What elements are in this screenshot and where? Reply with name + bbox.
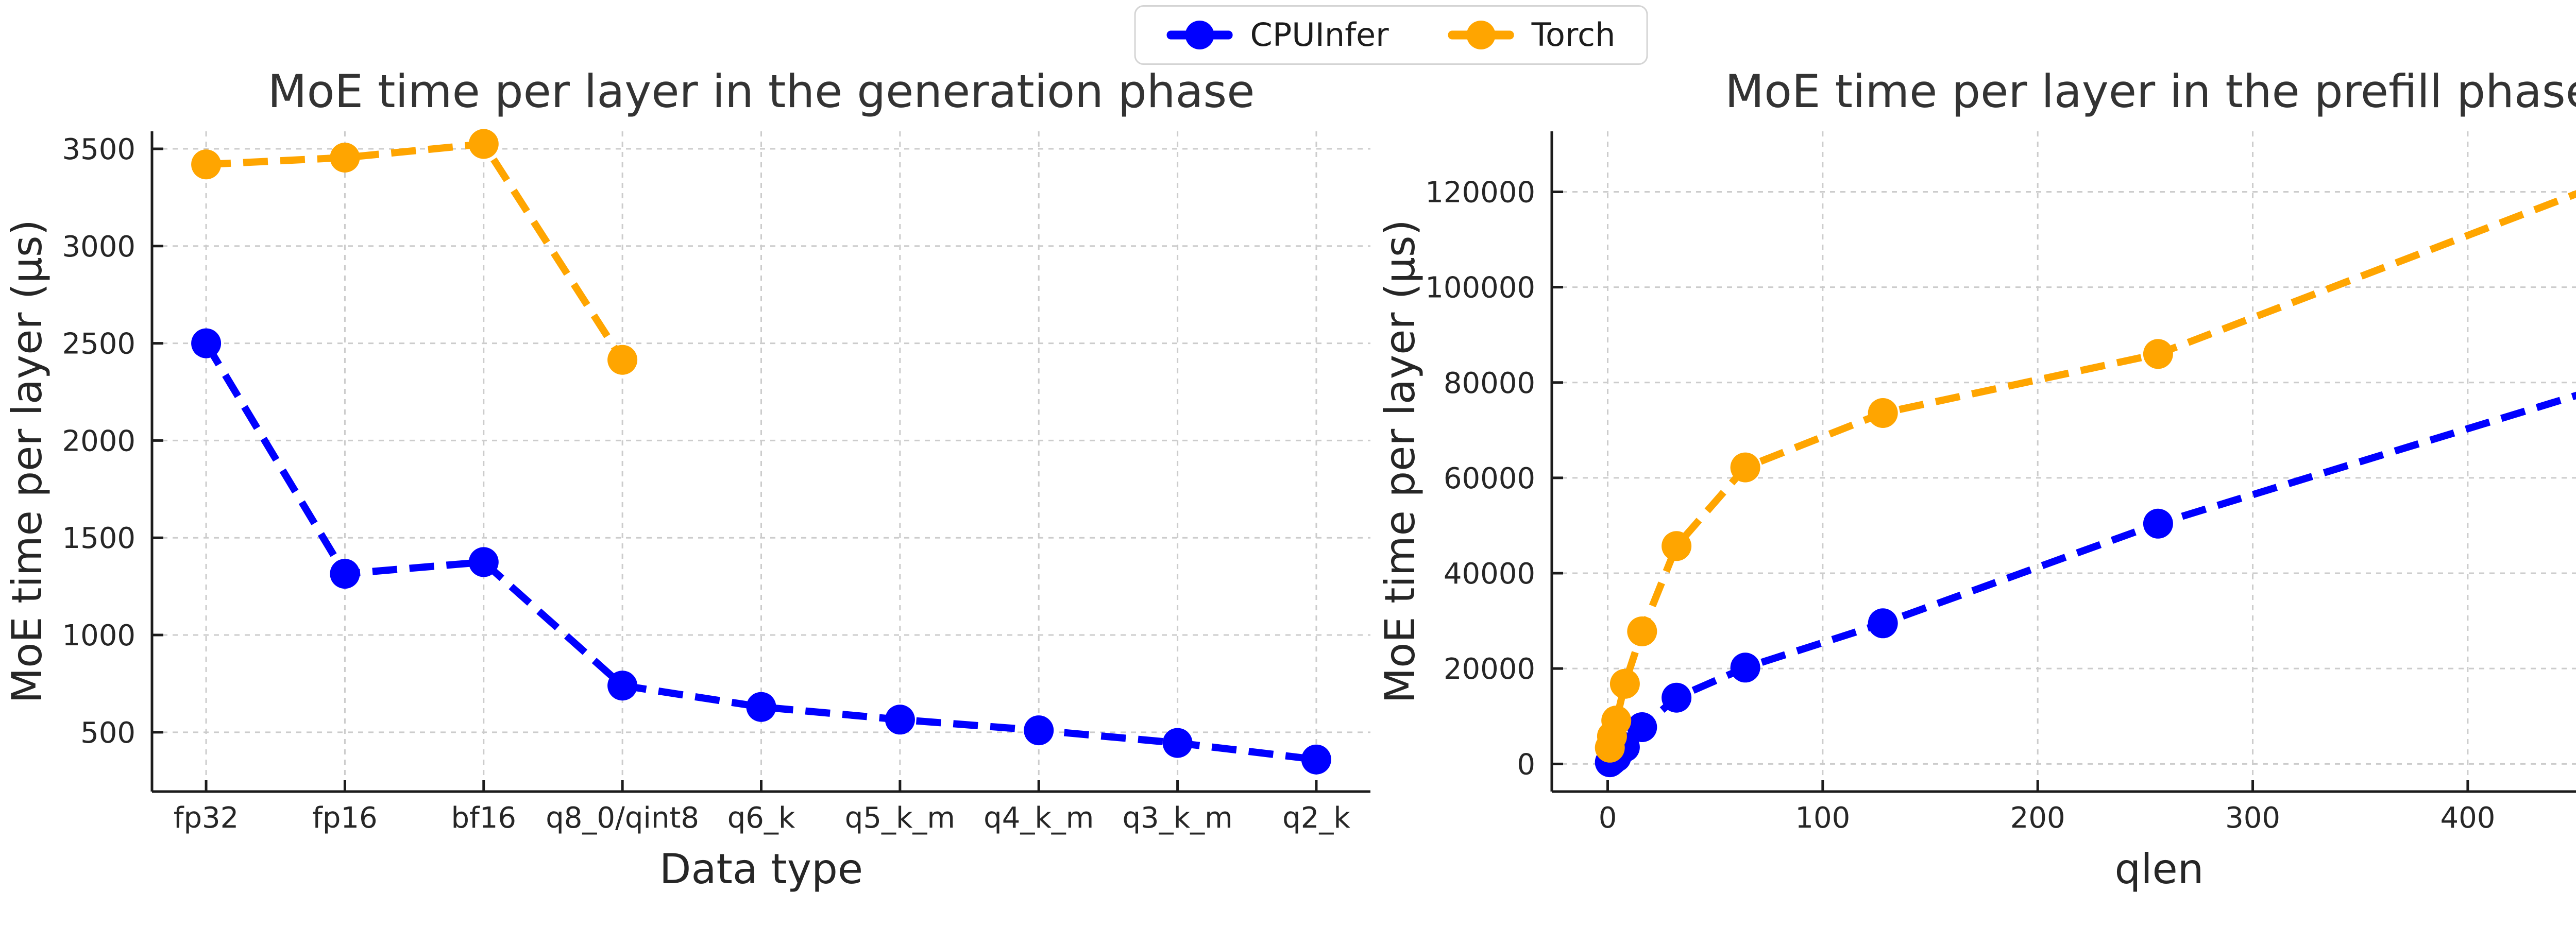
plot-title: MoE time per layer in the generation pha…	[268, 65, 1255, 118]
data-point-torch	[191, 149, 222, 180]
y-tick-label: 80000	[1444, 367, 1535, 400]
data-point-cpuinfer	[746, 692, 776, 722]
data-point-cpuinfer	[2143, 508, 2173, 539]
x-tick-label: 300	[2225, 801, 2280, 835]
series-line-torch	[206, 140, 625, 362]
legend-item-torch: Torch	[1448, 16, 1616, 54]
data-point-torch	[1627, 616, 1657, 646]
x-tick-label: q6_k	[727, 801, 795, 835]
x-tick-label: bf16	[451, 801, 517, 835]
x-tick-label: q8_0/qint8	[546, 801, 699, 835]
legend-label-cpuinfer: CPUInfer	[1250, 16, 1389, 54]
legend-marker-cpuinfer-icon	[1166, 21, 1233, 49]
y-tick-label: 0	[1517, 748, 1535, 781]
x-tick-label: 400	[2440, 801, 2495, 835]
data-point-torch	[1601, 706, 1632, 736]
x-tick-label: 100	[1795, 801, 1850, 835]
legend-marker-torch-icon	[1448, 21, 1514, 49]
y-tick-label: 500	[80, 716, 135, 750]
data-point-cpuinfer	[330, 559, 360, 589]
x-tick-label: q4_k_m	[984, 801, 1094, 835]
data-point-cpuinfer	[1868, 608, 1898, 639]
data-point-cpuinfer	[607, 671, 638, 701]
x-tick-label: 200	[2010, 801, 2065, 835]
y-tick-label: 60000	[1444, 462, 1535, 495]
data-point-torch	[468, 129, 499, 159]
legend: CPUInfer Torch	[1134, 5, 1648, 65]
data-point-cpuinfer	[1301, 744, 1331, 775]
y-tick-label: 100000	[1425, 271, 1535, 305]
y-tick-label: 120000	[1425, 176, 1535, 210]
data-point-torch	[1609, 668, 1640, 699]
data-point-torch	[330, 143, 360, 173]
data-point-cpuinfer	[1662, 682, 1692, 713]
legend-label-torch: Torch	[1531, 16, 1616, 54]
y-tick-label: 3000	[62, 230, 135, 264]
data-point-cpuinfer	[1024, 715, 1054, 746]
data-point-cpuinfer	[885, 705, 915, 735]
y-tick-label: 1500	[62, 522, 135, 555]
y-tick-label: 2500	[62, 328, 135, 361]
y-axis-label: MoE time per layer (µs)	[3, 219, 51, 703]
x-axis-label: qlen	[2115, 845, 2204, 893]
x-tick-label: 0	[1599, 801, 1617, 835]
data-point-torch	[2143, 339, 2173, 369]
x-tick-label: q5_k_m	[845, 801, 955, 835]
data-point-torch	[1730, 452, 1760, 483]
data-point-cpuinfer	[468, 547, 499, 577]
x-axis-label: Data type	[659, 845, 863, 893]
y-tick-label: 3500	[62, 133, 135, 166]
x-tick-label: q3_k_m	[1123, 801, 1233, 835]
y-tick-label: 2000	[62, 424, 135, 458]
series-line-cpuinfer	[203, 341, 1317, 763]
data-point-torch	[607, 345, 638, 375]
y-axis-label: MoE time per layer (µs)	[1376, 219, 1424, 703]
data-point-torch	[1868, 398, 1898, 428]
plot-title: MoE time per layer in the prefill phase	[1725, 65, 2576, 118]
data-point-cpuinfer	[191, 328, 222, 358]
series-line-cpuinfer	[1607, 391, 2576, 765]
x-tick-label: fp32	[174, 801, 239, 835]
y-tick-label: 20000	[1444, 653, 1535, 686]
data-point-cpuinfer	[1730, 653, 1760, 683]
x-tick-label: fp16	[312, 801, 378, 835]
data-point-cpuinfer	[1627, 712, 1657, 742]
y-tick-label: 1000	[62, 619, 135, 653]
data-point-torch	[1662, 531, 1692, 561]
x-tick-label: q2_k	[1282, 801, 1350, 835]
data-point-cpuinfer	[1162, 728, 1193, 758]
y-tick-label: 40000	[1444, 557, 1535, 591]
legend-item-cpuinfer: CPUInfer	[1166, 16, 1389, 54]
